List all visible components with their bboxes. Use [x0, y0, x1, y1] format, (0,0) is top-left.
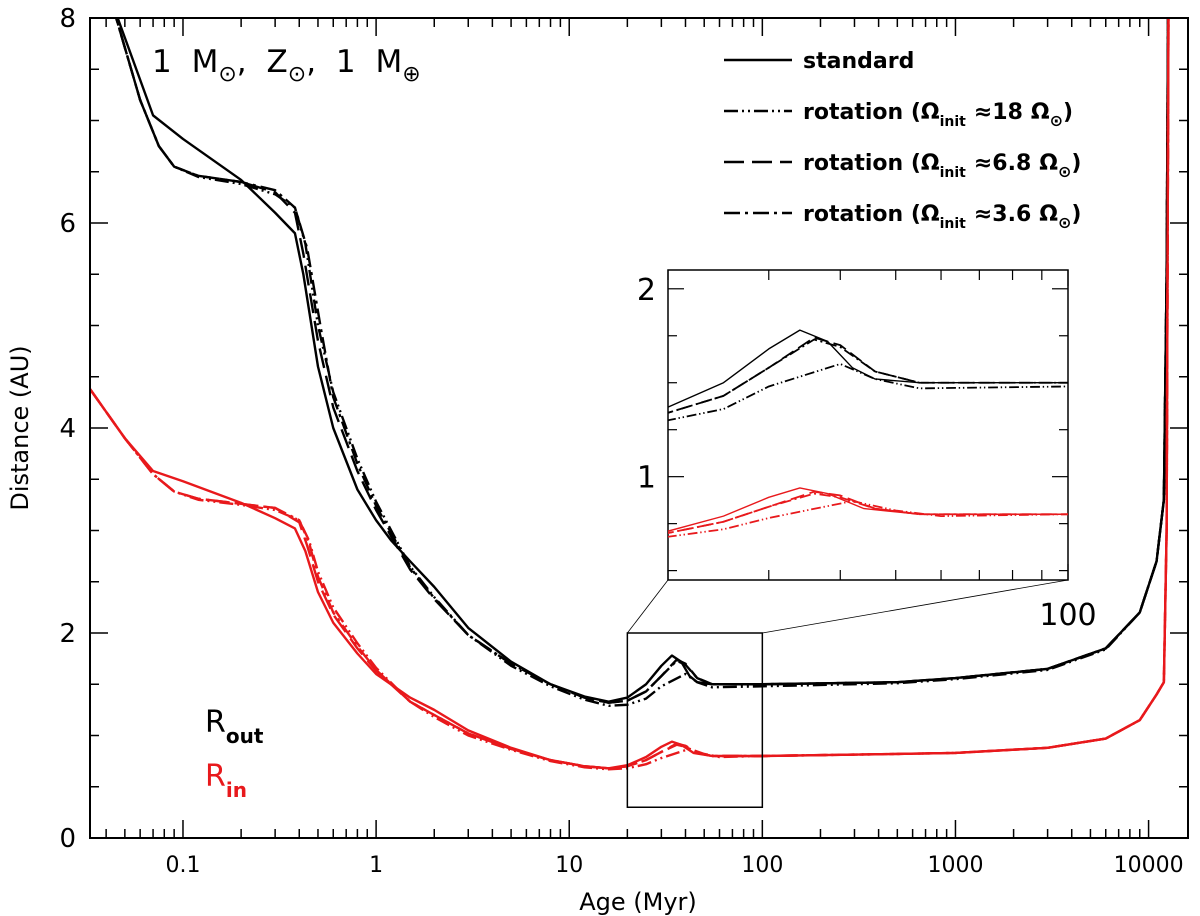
y-tick-label: 6 — [59, 209, 76, 239]
inset-y-tick-label: 2 — [637, 273, 656, 308]
legend-value: ≈18 — [974, 100, 1023, 125]
legend-prefix: rotation ( — [803, 151, 921, 176]
y-tick-label: 0 — [59, 824, 76, 854]
title-earth-glyph: ⊕ — [402, 62, 420, 87]
x-tick-label: 100 — [741, 853, 783, 878]
legend-sun-glyph: ⊙ — [1058, 162, 1071, 181]
inset-series-line-rin-longdash — [668, 490, 1068, 534]
legend-omega: Ω — [921, 100, 940, 125]
series-line-rout-dashdot — [114, 18, 1170, 704]
label-r-in: Rin — [205, 759, 247, 802]
inset-series — [668, 329, 1068, 538]
series-line-rin-dashdot — [90, 18, 1170, 770]
legend-omega-sun: Ω — [1031, 100, 1050, 125]
legend-suffix: ) — [1063, 100, 1073, 125]
label-r-in-base: R — [205, 759, 226, 794]
x-tick-labels: 0.1 1 10 100 1000 10000 — [165, 853, 1183, 878]
inset-tick-labels: 1 2 100 — [637, 273, 1097, 633]
main-series — [90, 18, 1170, 771]
chart-title: 1 M⊙, Z⊙, 1 M⊕ — [152, 44, 421, 87]
inset-x-tick-label: 100 — [1039, 598, 1096, 633]
label-r-in-sub: in — [226, 778, 247, 802]
title-mass-value: 1 — [152, 44, 172, 80]
label-r-out: Rout — [205, 705, 264, 748]
inset-series-line-rout-dashdotdot — [668, 363, 1068, 422]
legend-label-dashdotdot: rotation (Ωinit ≈18 Ω⊙) — [803, 100, 1073, 130]
legend-sub: init — [940, 114, 967, 130]
legend-label-longdash: rotation (Ωinit ≈6.8 Ω⊙) — [803, 151, 1081, 181]
inset-series-line-rout-solid — [668, 329, 1068, 408]
y-tick-labels: 0 2 4 6 8 — [59, 4, 76, 854]
x-axis-label: Age (Myr) — [579, 888, 697, 916]
x-tick-label: 1 — [369, 853, 383, 878]
x-tick-label: 1000 — [927, 853, 983, 878]
y-tick-label: 8 — [59, 4, 76, 34]
inset-background — [667, 269, 1069, 581]
legend-suffix: ) — [1071, 202, 1081, 227]
zoom-box — [626, 579, 1069, 808]
label-r-out-sub: out — [226, 724, 264, 748]
legend-omega: Ω — [921, 202, 940, 227]
legend-value: ≈3.6 — [974, 202, 1031, 227]
legend-prefix: rotation ( — [803, 202, 921, 227]
legend-omega: Ω — [921, 151, 940, 176]
legend-sub: init — [940, 165, 967, 181]
title-separator-1: , — [237, 44, 247, 80]
title-sun-glyph: ⊙ — [218, 62, 236, 87]
inset-panel: 1 2 100 — [637, 269, 1097, 633]
inset-y-tick-label: 1 — [637, 461, 656, 496]
title-metal-symbol: Z — [267, 44, 288, 80]
label-r-out-base: R — [205, 705, 226, 740]
y-tick-label: 4 — [59, 414, 76, 444]
legend-prefix: rotation ( — [803, 100, 921, 125]
plot-frame — [89, 17, 1189, 839]
x-tick-label: 10 — [555, 853, 583, 878]
y-tick-label: 2 — [59, 619, 76, 649]
legend-label-solid: standard — [803, 49, 914, 74]
y-axis-label: Distance (AU) — [6, 345, 34, 510]
title-planet-symbol: M — [376, 44, 403, 80]
x-tick-label: 10000 — [1114, 853, 1184, 878]
zoom-connector-left — [627, 579, 669, 634]
legend-omega-sun: Ω — [1039, 151, 1058, 176]
legend-label-dashdot: rotation (Ωinit ≈3.6 Ω⊙) — [803, 202, 1081, 232]
zoom-connector-right — [762, 579, 1069, 634]
legend-omega-sun: Ω — [1039, 202, 1058, 227]
legend-sun-glyph: ⊙ — [1058, 213, 1071, 232]
inset-series-line-rout-dashdot — [668, 338, 1068, 414]
legend-value: ≈6.8 — [974, 151, 1031, 176]
title-planet-value: 1 — [336, 44, 356, 80]
legend-sub: init — [940, 216, 967, 232]
legend-text: standard — [803, 49, 914, 74]
title-mass-symbol: M — [192, 44, 219, 80]
title-metal-sun-glyph: ⊙ — [288, 62, 306, 87]
legend-sun-glyph: ⊙ — [1050, 111, 1063, 130]
legend-suffix: ) — [1071, 151, 1081, 176]
title-separator-2: , — [306, 44, 316, 80]
x-tick-label: 0.1 — [165, 853, 200, 878]
zoom-rect — [626, 632, 764, 808]
